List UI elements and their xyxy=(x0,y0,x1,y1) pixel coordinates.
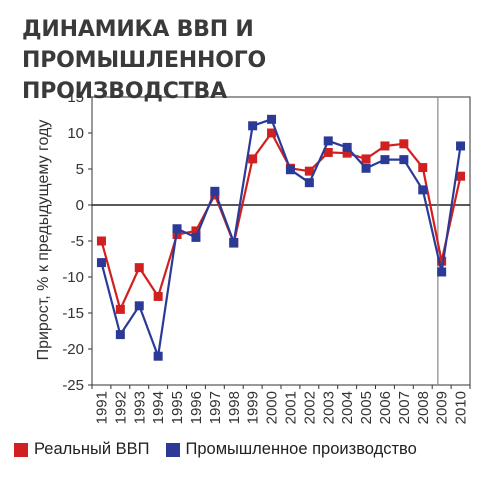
y-tick-label: -20 xyxy=(62,341,84,358)
x-tick-label: 1997 xyxy=(207,391,224,424)
x-tick-label: 1991 xyxy=(93,391,110,424)
legend-swatch-industry xyxy=(165,442,180,457)
x-tick-label: 1995 xyxy=(169,391,186,424)
point-industry-1997 xyxy=(210,186,220,196)
point-industry-2010 xyxy=(456,141,466,151)
point-industry-2003 xyxy=(323,136,333,146)
point-industry-1998 xyxy=(229,237,239,247)
point-industry-2005 xyxy=(361,163,371,173)
x-tick-label: 2000 xyxy=(264,391,281,424)
y-axis-label: Прирост, % к предыдущему году xyxy=(35,120,52,361)
y-tick-label: 5 xyxy=(76,161,84,178)
y-tick-label: 0 xyxy=(76,197,84,214)
point-gdp-1991 xyxy=(96,236,106,246)
x-tick-label: 2005 xyxy=(358,391,375,424)
x-tick-label: 2002 xyxy=(301,391,318,424)
axes xyxy=(88,96,471,389)
point-industry-2004 xyxy=(342,142,352,152)
x-tick-label: 1996 xyxy=(188,391,205,424)
point-gdp-2003 xyxy=(323,147,333,157)
point-gdp-1996 xyxy=(191,226,201,236)
x-tick-label: 1998 xyxy=(226,391,243,424)
legend: Реальный ВВП Промышленное производство xyxy=(14,440,484,459)
y-tick-label: 10 xyxy=(67,125,84,142)
point-industry-2006 xyxy=(380,155,390,165)
point-industry-2008 xyxy=(418,185,428,195)
point-gdp-1999 xyxy=(248,154,258,164)
point-industry-1991 xyxy=(96,258,106,268)
point-industry-2009 xyxy=(437,267,447,277)
chart-title: ДИНАМИКА ВВП И ПРОМЫШЛЕННОГО ПРОИЗВОДСТВ… xyxy=(22,17,267,104)
series-layer xyxy=(96,114,466,361)
x-tick-label: 2010 xyxy=(453,391,470,424)
point-gdp-2006 xyxy=(380,141,390,151)
x-tick-label: 2004 xyxy=(339,391,356,424)
y-tick-label: -5 xyxy=(71,233,84,250)
point-gdp-2009 xyxy=(437,256,447,266)
series-line-industry xyxy=(100,118,462,358)
x-tick-label: 1992 xyxy=(112,391,129,424)
point-industry-1993 xyxy=(134,301,144,311)
point-gdp-2005 xyxy=(361,154,371,164)
legend-label-gdp: Реальный ВВП xyxy=(34,440,150,458)
x-tick-label: 2003 xyxy=(320,391,337,424)
x-tick-label: 1999 xyxy=(245,391,262,424)
x-tick-label: 1993 xyxy=(131,391,148,424)
point-gdp-1994 xyxy=(153,291,163,301)
point-gdp-2007 xyxy=(399,139,409,149)
y-tick-label: -25 xyxy=(62,377,84,394)
point-gdp-2004 xyxy=(342,148,352,158)
point-industry-1992 xyxy=(115,330,125,340)
point-gdp-1992 xyxy=(115,304,125,314)
x-tick-label: 2007 xyxy=(396,391,413,424)
x-tick-label: 2008 xyxy=(415,391,432,424)
x-tick-label: 2001 xyxy=(282,391,299,424)
y-tick-label: 15 xyxy=(67,89,84,106)
point-industry-1994 xyxy=(153,351,163,361)
x-tick-label: 2006 xyxy=(377,391,394,424)
legend-label-industry: Промышленное производство xyxy=(185,440,417,458)
x-tick-label: 1994 xyxy=(150,391,167,424)
legend-swatch-gdp xyxy=(14,442,28,457)
point-industry-1996 xyxy=(191,232,201,242)
point-gdp-2002 xyxy=(304,166,314,176)
legend-item-industry: Промышленное производство xyxy=(165,440,417,459)
point-industry-2007 xyxy=(399,155,409,165)
point-gdp-1993 xyxy=(134,263,144,273)
y-tick-label: -15 xyxy=(62,305,84,322)
point-gdp-2010 xyxy=(456,171,466,181)
point-gdp-2000 xyxy=(267,128,277,138)
legend-item-gdp: Реальный ВВП xyxy=(14,440,150,459)
point-industry-1999 xyxy=(248,121,258,131)
y-tick-label: -10 xyxy=(62,269,84,286)
plot-frame xyxy=(91,96,471,386)
point-industry-2001 xyxy=(285,165,295,175)
point-industry-2002 xyxy=(304,178,314,188)
point-gdp-2008 xyxy=(418,163,428,173)
point-industry-2000 xyxy=(267,114,277,124)
x-tick-label: 2009 xyxy=(434,391,451,424)
point-industry-1995 xyxy=(172,224,182,234)
tick-labels: 15 10 5 0 -5 -10 -15 -20 -25 1991 1992 1993 1994 1995… xyxy=(62,89,469,424)
